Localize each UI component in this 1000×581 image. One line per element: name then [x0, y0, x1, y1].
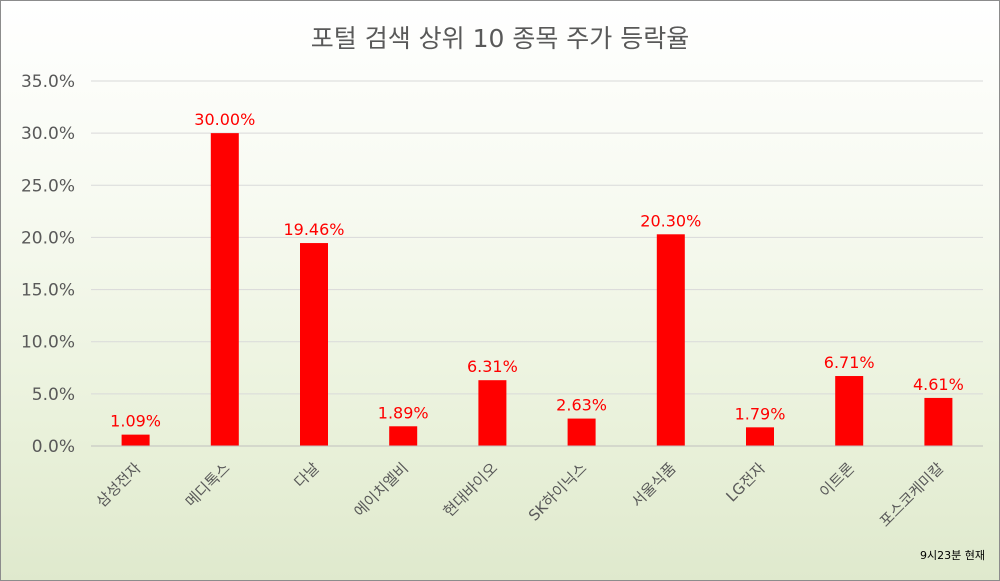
category-label: 에이치엘비: [350, 459, 412, 521]
category-label: SK하이닉스: [525, 459, 591, 525]
data-label: 6.31%: [467, 357, 518, 376]
data-label: 2.63%: [556, 396, 607, 415]
data-label: 20.30%: [640, 211, 701, 230]
category-label: 현대바이오: [440, 459, 502, 521]
data-labels: 1.09% 30.00% 19.46% 1.89% 6.31% 2.63% 20.30% 1.…: [110, 110, 964, 430]
category-label: 다날: [291, 459, 323, 491]
time-note: 9시23분 현재: [920, 549, 985, 562]
data-label: 19.46%: [283, 220, 344, 239]
x-axis-labels: 삼성전자 메디톡스 다날 에이치엘비 현대바이오 SK하이닉스 서울식품 LG전자 이트론 포스코…: [93, 459, 948, 530]
bar: [567, 418, 596, 446]
data-label: 1.09%: [110, 412, 161, 431]
bar: [924, 397, 953, 446]
data-label: 1.89%: [378, 403, 429, 422]
y-tick-label: 35.0%: [21, 72, 75, 92]
bar: [121, 434, 150, 446]
category-label: 포스코케미칼: [876, 459, 947, 530]
bar: [210, 133, 239, 446]
y-tick-label: 25.0%: [21, 176, 75, 196]
bar: [746, 427, 774, 446]
category-label: 메디톡스: [182, 459, 234, 511]
chart-title: 포털 검색 상위 10 종목 주가 등락율: [311, 24, 690, 53]
bar: [478, 380, 507, 446]
category-label: 삼성전자: [93, 459, 145, 511]
bar: [835, 376, 864, 446]
y-axis-ticks: 0.0% 5.0% 10.0% 15.0% 20.0% 25.0% 30.0% 35.0%: [21, 72, 75, 457]
bar: [300, 243, 328, 446]
category-label: LG전자: [722, 459, 769, 506]
category-label: 서울식품: [628, 459, 680, 511]
y-tick-label: 5.0%: [32, 385, 75, 405]
gridlines: [91, 80, 983, 395]
data-label: 30.00%: [194, 110, 255, 129]
y-tick-label: 15.0%: [21, 281, 75, 301]
y-tick-label: 30.0%: [21, 124, 75, 144]
data-label: 6.71%: [824, 353, 875, 372]
bar: [656, 234, 685, 446]
category-label: 이트론: [816, 459, 858, 501]
data-label: 1.79%: [735, 404, 786, 423]
y-tick-label: 20.0%: [21, 228, 75, 248]
data-label: 4.61%: [913, 375, 964, 394]
y-tick-label: 10.0%: [21, 333, 75, 353]
bar: [389, 426, 418, 446]
bars: [121, 133, 953, 446]
y-tick-label: 0.0%: [32, 437, 75, 457]
